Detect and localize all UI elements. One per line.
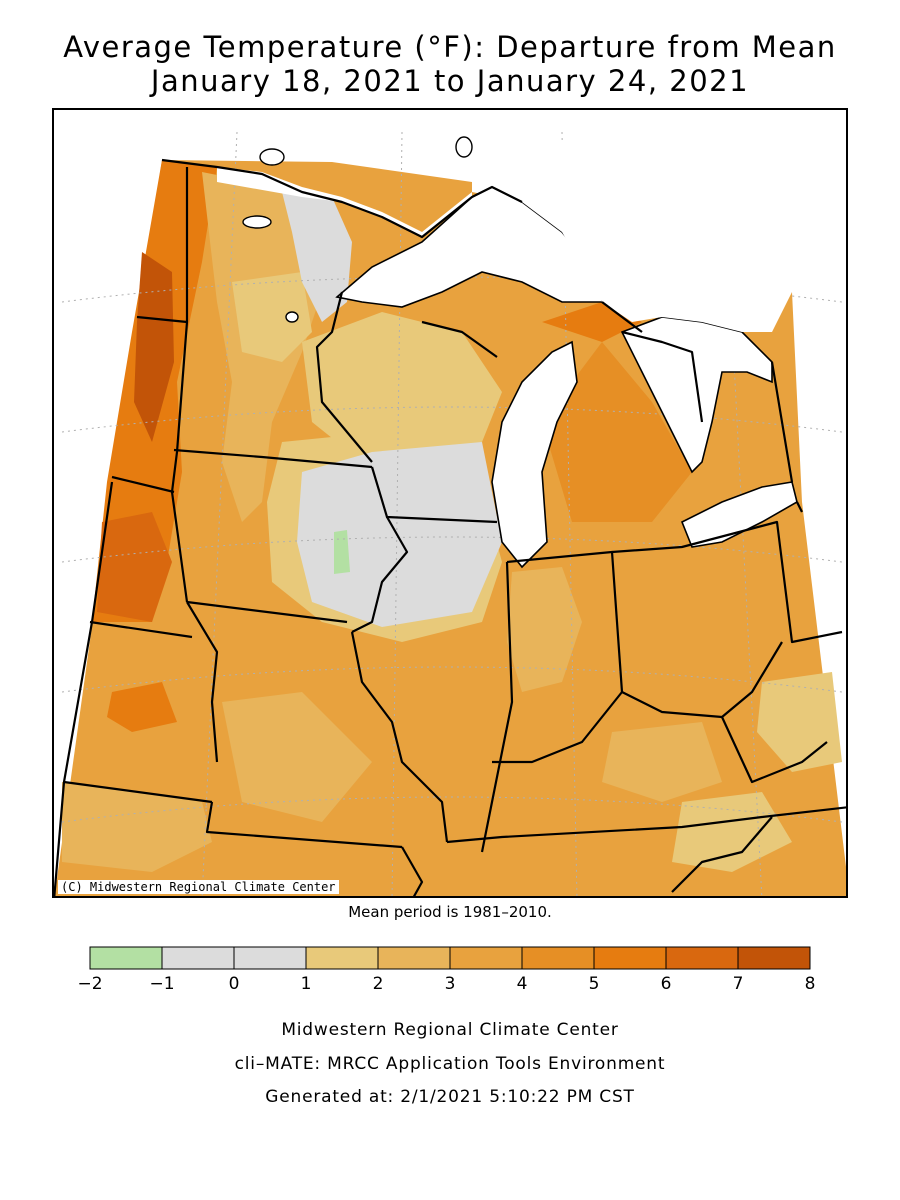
legend-bin xyxy=(449,946,523,970)
legend-tick-label: −2 xyxy=(77,974,102,994)
border-tn xyxy=(671,816,773,893)
legend-tick-label: 0 xyxy=(229,974,240,994)
border-nd-sd xyxy=(173,448,373,469)
temperature-departure-map xyxy=(54,127,846,896)
legend-bin xyxy=(233,946,307,970)
great-lakes xyxy=(335,186,798,569)
state-borders xyxy=(54,158,846,896)
zone-indiana-mild xyxy=(507,567,582,692)
canada-area xyxy=(217,127,846,332)
legend-bin xyxy=(377,946,451,970)
legend-tick-label: 2 xyxy=(373,974,384,994)
border-ky-tn xyxy=(446,806,846,844)
zone-sd-hot xyxy=(97,512,172,622)
footer-org: Midwestern Regional Climate Center xyxy=(281,1020,619,1040)
legend-tick-label: 6 xyxy=(661,974,672,994)
zone-ks-mild xyxy=(62,782,212,872)
border-il-mo xyxy=(350,631,449,843)
legend-tick-label: −1 xyxy=(149,974,174,994)
zone-kentucky-mild xyxy=(602,722,722,802)
border-up-wi xyxy=(421,320,498,358)
zone-mo-mild xyxy=(222,692,372,822)
border-ks-ok xyxy=(205,801,403,849)
legend-tick-label: 3 xyxy=(445,974,456,994)
zone-north-gray xyxy=(282,192,352,322)
mean-period-note: Mean period is 1981–2010. xyxy=(348,903,552,921)
border-il-in xyxy=(480,561,514,853)
border-ne-ks xyxy=(186,601,219,763)
legend-tick-label: 1 xyxy=(301,974,312,994)
zone-mi-mid xyxy=(542,342,692,522)
zone-iowa-green xyxy=(334,530,350,574)
map-title: Average Temperature (°F): Departure from… xyxy=(63,30,837,64)
legend-bin xyxy=(305,946,379,970)
legend-bin xyxy=(665,946,739,970)
border-oh-pa xyxy=(611,520,843,644)
region-outline xyxy=(54,158,803,896)
legend-tick-label: 8 xyxy=(805,974,816,994)
border-mo-ar xyxy=(401,846,424,896)
border-ne-sd xyxy=(186,600,348,624)
legend-tick-label: 7 xyxy=(733,974,744,994)
legend-ticks: −2 −1 0 1 2 3 4 5 6 7 8 xyxy=(77,974,815,994)
border-ohio-river xyxy=(492,641,783,764)
footer-generated: Generated at: 2/1/2021 5:10:22 PM CST xyxy=(265,1087,635,1107)
zone-tn-mild xyxy=(672,792,792,872)
border-ia-il xyxy=(351,516,409,633)
legend-boxes xyxy=(89,946,811,970)
legend-bin xyxy=(737,946,811,970)
border-va xyxy=(721,716,828,784)
zone-nd-hot xyxy=(134,252,174,442)
border-wy-co xyxy=(89,620,193,639)
lake-islands xyxy=(242,136,473,323)
map-credit: (C) Midwestern Regional Climate Center xyxy=(58,880,339,894)
color-legend: −2 −1 0 1 2 3 4 5 6 7 8 xyxy=(77,946,815,994)
legend-bin xyxy=(593,946,667,970)
border-mi xyxy=(621,330,704,423)
zone-wi-mild xyxy=(302,312,502,472)
lake-michigan xyxy=(491,340,578,569)
zone-iowa-gray xyxy=(297,442,502,627)
legend-tick-label: 5 xyxy=(589,974,600,994)
border-wy-sd xyxy=(111,475,175,494)
border-co-ks xyxy=(63,780,213,804)
legend-bin xyxy=(161,946,235,970)
legend-bin xyxy=(521,946,595,970)
map-date-range: January 18, 2021 to January 24, 2021 xyxy=(150,64,750,98)
border-mn-wi xyxy=(315,291,373,463)
zone-ne-hot xyxy=(107,682,177,732)
legend-bin xyxy=(89,946,163,970)
legend-tick-label: 4 xyxy=(517,974,528,994)
zone-minn-cool xyxy=(232,272,312,362)
map-panel: (C) Midwestern Regional Climate Center xyxy=(52,108,848,898)
border-sd-mn xyxy=(170,321,189,603)
footer-tool: cli–MATE: MRCC Application Tools Environ… xyxy=(234,1054,666,1074)
